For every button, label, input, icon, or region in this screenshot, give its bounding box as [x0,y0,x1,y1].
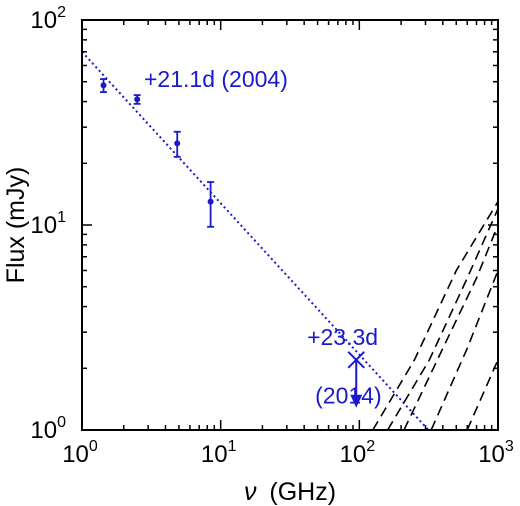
y-tick-label: 100 [30,414,66,444]
upper-limit-arrow-head [350,394,363,408]
x-tick-base: 10 [62,441,89,468]
x-axis-unit: (GHz) [269,478,336,506]
model-curve [403,224,498,430]
x-tick-label: 103 [478,438,514,468]
x-tick-label: 102 [340,438,376,468]
annotations: +21.1d (2004) +23.3d (2014) [144,66,382,408]
y-tick-label: 102 [30,4,66,34]
data-point [100,82,107,89]
x-tick-exponent: 3 [505,438,514,455]
x-tick-base: 10 [340,441,367,468]
power-law-fit-line [82,51,430,430]
model-curve [372,201,498,430]
y-tick-exponent: 2 [57,4,66,21]
x-tick-label: 100 [62,438,98,468]
data-point [207,198,214,205]
x-axis-symbol: ν [244,478,257,506]
y-tick-exponent: 1 [57,209,66,226]
annotation-label: +23.3d [307,324,378,350]
x-tick-exponent: 1 [228,438,237,455]
model-curve [466,359,498,430]
axis-labels: ν (GHz) Flux (mJy) [2,167,336,506]
y-tick-base: 10 [30,212,57,239]
x-tick-base: 10 [478,441,505,468]
model-curve [430,270,498,430]
plot-marks [82,51,498,430]
x-tick-exponent: 2 [366,438,375,455]
x-axis-label: ν (GHz) [244,478,336,506]
y-axis-label: Flux (mJy) [2,167,30,284]
model-curve [386,208,498,430]
data-point [134,96,141,103]
annotation-label: (2014) [315,382,381,408]
x-tick-base: 10 [201,441,228,468]
y-tick-base: 10 [30,7,57,34]
x-tick-exponent: 0 [89,438,98,455]
annotation-label: +21.1d (2004) [144,66,288,92]
y-tick-base: 10 [30,417,57,444]
x-tick-label: 101 [201,438,237,468]
data-point [174,140,181,147]
y-tick-label: 101 [30,209,66,239]
y-tick-exponent: 0 [57,414,66,431]
